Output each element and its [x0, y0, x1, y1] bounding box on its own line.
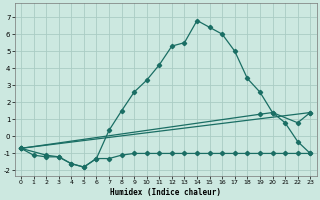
X-axis label: Humidex (Indice chaleur): Humidex (Indice chaleur)	[110, 188, 221, 197]
